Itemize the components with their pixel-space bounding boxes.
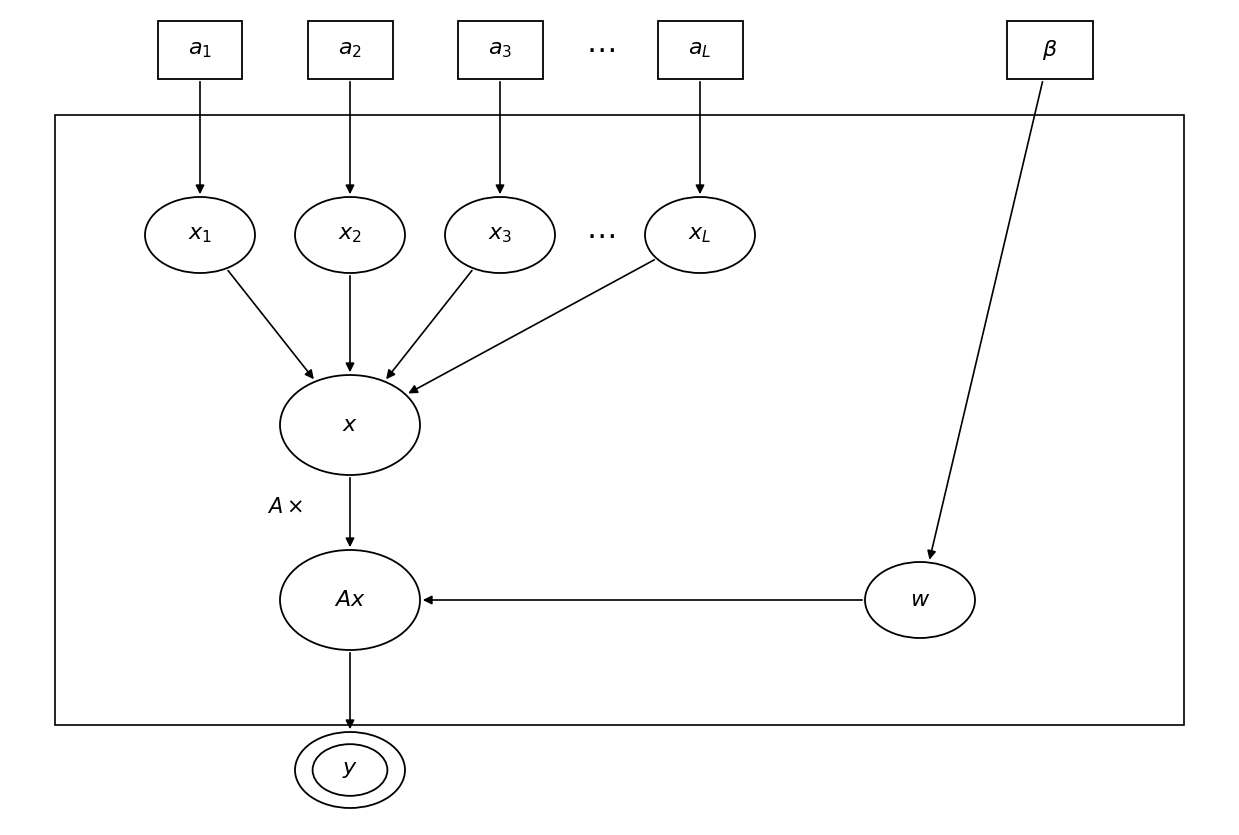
Ellipse shape <box>280 375 420 475</box>
FancyBboxPatch shape <box>1007 21 1093 79</box>
FancyBboxPatch shape <box>55 115 1184 725</box>
Text: $x_1$: $x_1$ <box>188 225 212 245</box>
Text: $y$: $y$ <box>342 760 358 780</box>
Ellipse shape <box>445 197 555 273</box>
Text: $\cdots$: $\cdots$ <box>586 220 615 250</box>
Ellipse shape <box>145 197 255 273</box>
Text: $\cdots$: $\cdots$ <box>586 36 615 64</box>
Ellipse shape <box>280 550 420 650</box>
Ellipse shape <box>312 744 388 796</box>
Text: $\beta$: $\beta$ <box>1042 38 1058 62</box>
FancyBboxPatch shape <box>457 21 543 79</box>
Ellipse shape <box>646 197 755 273</box>
FancyBboxPatch shape <box>307 21 393 79</box>
Text: $a_3$: $a_3$ <box>488 40 512 60</box>
Text: $Ax$: $Ax$ <box>335 590 366 610</box>
FancyBboxPatch shape <box>157 21 243 79</box>
FancyBboxPatch shape <box>658 21 742 79</box>
Text: $x$: $x$ <box>342 415 358 435</box>
Text: $a_L$: $a_L$ <box>689 40 711 60</box>
Text: $a_2$: $a_2$ <box>338 40 362 60</box>
Ellipse shape <box>295 197 405 273</box>
Text: $x_2$: $x_2$ <box>338 225 362 245</box>
Text: $w$: $w$ <box>909 590 930 610</box>
Text: $x_L$: $x_L$ <box>689 225 711 245</box>
Text: $x_3$: $x_3$ <box>488 225 512 245</box>
Ellipse shape <box>295 732 405 808</box>
Text: $a_1$: $a_1$ <box>188 40 212 60</box>
Text: $A\times$: $A\times$ <box>266 497 304 517</box>
Ellipse shape <box>865 562 975 638</box>
